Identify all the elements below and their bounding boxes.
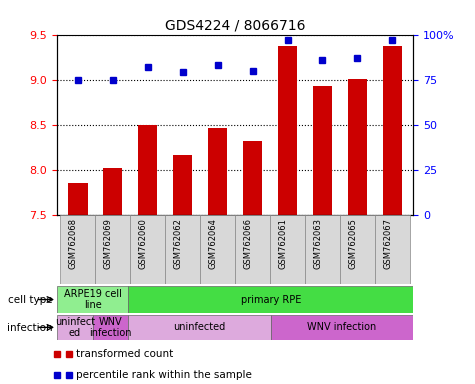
Text: GSM762068: GSM762068 bbox=[69, 218, 78, 270]
Bar bbox=[208, 127, 227, 215]
Text: GSM762069: GSM762069 bbox=[104, 218, 113, 269]
Text: GSM762065: GSM762065 bbox=[348, 218, 357, 269]
FancyBboxPatch shape bbox=[340, 215, 375, 284]
FancyBboxPatch shape bbox=[271, 315, 413, 340]
Bar bbox=[313, 86, 332, 215]
FancyBboxPatch shape bbox=[60, 215, 95, 284]
FancyBboxPatch shape bbox=[93, 315, 128, 340]
FancyBboxPatch shape bbox=[95, 215, 130, 284]
FancyBboxPatch shape bbox=[165, 215, 200, 284]
Text: GSM762067: GSM762067 bbox=[383, 218, 392, 270]
Bar bbox=[138, 125, 157, 215]
FancyBboxPatch shape bbox=[57, 286, 128, 313]
Text: primary RPE: primary RPE bbox=[240, 295, 301, 305]
Bar bbox=[383, 46, 402, 215]
Text: GSM762060: GSM762060 bbox=[139, 218, 148, 269]
Text: GSM762066: GSM762066 bbox=[244, 218, 253, 270]
FancyBboxPatch shape bbox=[305, 215, 340, 284]
Text: ARPE19 cell
line: ARPE19 cell line bbox=[64, 289, 122, 310]
Bar bbox=[278, 46, 297, 215]
Text: infection: infection bbox=[7, 323, 52, 333]
FancyBboxPatch shape bbox=[130, 215, 165, 284]
FancyBboxPatch shape bbox=[235, 215, 270, 284]
Text: GSM762061: GSM762061 bbox=[278, 218, 287, 269]
Text: uninfect
ed: uninfect ed bbox=[55, 316, 95, 338]
Text: WNV infection: WNV infection bbox=[307, 322, 377, 333]
Title: GDS4224 / 8066716: GDS4224 / 8066716 bbox=[165, 18, 305, 32]
FancyBboxPatch shape bbox=[57, 315, 93, 340]
Bar bbox=[173, 155, 192, 215]
Bar bbox=[103, 168, 123, 215]
Bar bbox=[348, 79, 367, 215]
FancyBboxPatch shape bbox=[200, 215, 235, 284]
Text: uninfected: uninfected bbox=[173, 322, 226, 333]
FancyBboxPatch shape bbox=[375, 215, 410, 284]
Text: transformed count: transformed count bbox=[76, 349, 173, 359]
Text: cell type: cell type bbox=[8, 295, 52, 305]
Bar bbox=[68, 184, 87, 215]
Text: WNV
infection: WNV infection bbox=[89, 316, 132, 338]
Text: percentile rank within the sample: percentile rank within the sample bbox=[76, 370, 252, 380]
Text: GSM762064: GSM762064 bbox=[209, 218, 218, 269]
Bar bbox=[243, 141, 262, 215]
Text: GSM762062: GSM762062 bbox=[174, 218, 183, 269]
FancyBboxPatch shape bbox=[128, 286, 413, 313]
FancyBboxPatch shape bbox=[128, 315, 271, 340]
Text: GSM762063: GSM762063 bbox=[314, 218, 323, 270]
FancyBboxPatch shape bbox=[270, 215, 305, 284]
